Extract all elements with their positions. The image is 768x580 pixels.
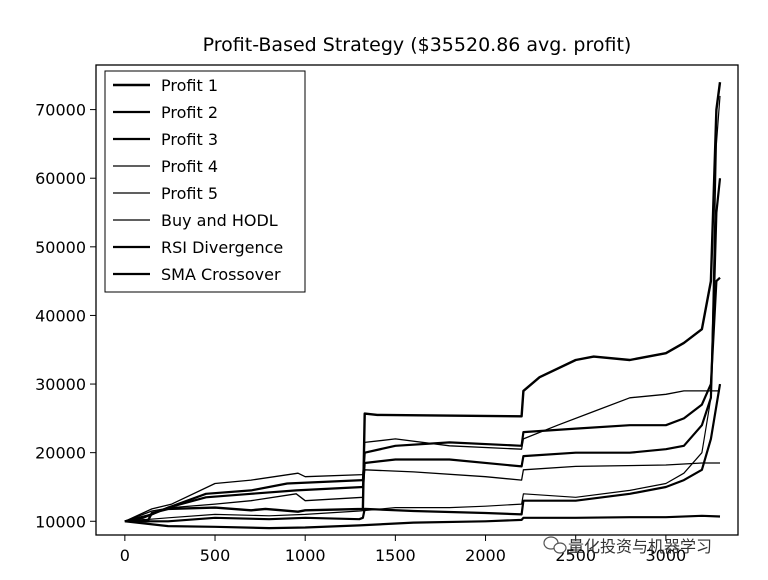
y-axis: 10000 20000 30000 40000 50000 60000 70000 [35,101,96,531]
series-line-2 [124,276,721,523]
y-tick-label: 40000 [35,306,86,325]
legend-box [104,70,306,293]
series-line-5 [124,462,720,522]
x-tick-label: 1500 [375,546,416,565]
wechat-icon [543,536,567,554]
series-line-4 [124,390,720,522]
y-tick-label: 30000 [35,375,86,394]
x-tick-label: 1000 [285,546,326,565]
plot-frame [95,64,739,536]
legend-label-7: RSI Divergence [161,238,283,257]
y-tick-label: 50000 [35,238,86,257]
chart-title: Profit-Based Strategy ($35520.86 avg. pr… [203,34,632,56]
legend-label-1: Profit 1 [161,76,218,95]
legend: Profit 1 Profit 2 Profit 3 Profit 4 Profit 5… [104,70,306,293]
watermark: 量化投资与机器学习 [543,536,712,556]
series-line-3 [124,178,722,523]
series-line-6 [124,95,721,522]
x-tick-label: 2000 [465,546,506,565]
legend-label-2: Profit 2 [161,103,218,122]
legend-label-8: SMA Crossover [161,265,281,284]
y-tick-label: 70000 [35,101,86,120]
y-tick-label: 10000 [35,512,86,531]
x-tick-label: 0 [120,546,130,565]
series-line-7 [124,383,722,523]
x-tick-label: 3000 [646,546,687,565]
y-tick-label: 60000 [35,169,86,188]
legend-label-4: Profit 4 [161,157,218,176]
watermark-text: 量化投资与机器学习 [568,537,712,556]
series-line-1 [124,82,722,523]
legend-label-5: Profit 5 [161,184,218,203]
x-tick-label: 500 [200,546,231,565]
y-tick-label: 20000 [35,444,86,463]
legend-label-6: Buy and HODL [161,211,278,230]
plot-series-group [124,82,722,530]
x-axis: 0 500 1000 1500 2000 2500 3000 [120,535,686,565]
legend-label-3: Profit 3 [161,130,218,149]
series-line-8 [124,514,721,530]
